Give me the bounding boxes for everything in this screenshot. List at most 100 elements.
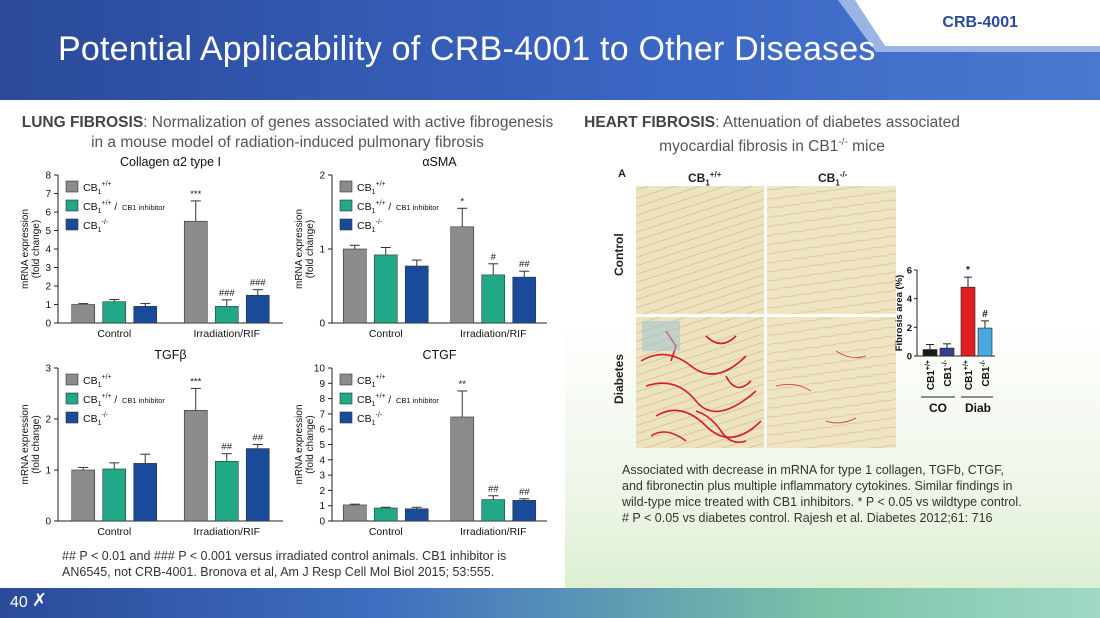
y-tick-label: 9 xyxy=(319,379,325,390)
y-tick-label: 6 xyxy=(319,425,325,436)
legend-label-sup: +/+ xyxy=(376,181,386,188)
y-tick-label: 2 xyxy=(907,323,912,334)
legend-label-sup: -/- xyxy=(376,219,383,226)
legend-label-text: CB xyxy=(83,394,98,406)
bar xyxy=(373,507,398,522)
y-tick-label: 8 xyxy=(45,171,51,182)
legend-label: CB1+/+ xyxy=(83,374,112,389)
bar xyxy=(922,349,938,357)
legend-label: CB1-/- xyxy=(357,219,383,234)
y-axis-label-line: mRNA expression xyxy=(294,404,305,484)
y-axis-label: mRNA expression(fold change) xyxy=(20,209,42,289)
significance-label: ### xyxy=(219,288,236,299)
footnote: ## P < 0.01 and ### P < 0.001 versus irr… xyxy=(62,549,507,579)
legend-label-sub: 1 xyxy=(98,227,102,234)
chart-asma: αSMA mRNA expression(fold change) 0 1 2 Contr… xyxy=(294,155,547,340)
y-tick-label: 6 xyxy=(907,266,912,277)
y-axis-label: mRNA expression(fold change) xyxy=(294,404,316,484)
page-title: Potential Applicability of CRB-4001 to O… xyxy=(58,30,876,68)
histology-col-label-wt: CB1+/+ xyxy=(688,170,722,188)
legend-label-text: CB xyxy=(83,182,98,194)
y-tick-label: 3 xyxy=(319,471,325,482)
bar xyxy=(450,416,475,522)
x-tick-label: Irradiation/RIF xyxy=(460,328,527,340)
y-axis-label-line: (fold change) xyxy=(31,415,42,473)
legend-label-note: CB1 inhibitor xyxy=(396,203,439,212)
legend-label-text: CB xyxy=(357,182,372,194)
header-tab xyxy=(855,0,1100,46)
legend-label-sub: 1 xyxy=(372,227,376,234)
legend-label-note: CB1 inhibitor xyxy=(122,203,165,212)
heart-heading: HEART FIBROSIS: Attenuation of diabetes … xyxy=(572,113,972,157)
bar xyxy=(133,463,158,522)
bar xyxy=(183,220,208,324)
y-tick-label: 1 xyxy=(45,466,51,477)
x-tick-label-text: CB1 xyxy=(926,370,937,390)
y-tick-label: 0 xyxy=(907,352,912,363)
y-tick-label: 5 xyxy=(45,226,51,237)
legend-label-text: CB xyxy=(357,394,372,406)
legend-label: CB1+/+ xyxy=(83,181,112,196)
legend-label: CB1+/+ / CB1 inhibitor xyxy=(357,393,439,408)
legend-label-text: / xyxy=(112,202,120,213)
bar xyxy=(214,306,239,324)
y-tick-label: 0 xyxy=(319,517,325,528)
legend-label-text: CB xyxy=(357,201,372,213)
x-tick-label: Irradiation/RIF xyxy=(460,526,527,538)
legend-label-sub: 1 xyxy=(372,208,376,215)
legend-label-text: CB xyxy=(357,375,372,387)
x-tick-label: Control xyxy=(97,526,131,538)
y-tick-label: 2 xyxy=(45,415,51,426)
bar xyxy=(245,294,270,324)
legend-swatch xyxy=(339,199,353,212)
legend-label-sup: -/- xyxy=(102,219,109,226)
legend-label-sub: 1 xyxy=(98,208,102,215)
y-tick-label: 8 xyxy=(319,394,325,405)
legend-label-sub: 1 xyxy=(372,382,376,389)
legend-label-sup: +/+ xyxy=(102,181,112,188)
legend-label-text: / xyxy=(112,395,120,406)
legend-label-sub: 1 xyxy=(98,189,102,196)
legend-label: CB1-/- xyxy=(83,219,109,234)
y-tick-label: 7 xyxy=(45,189,51,200)
legend-label-sup: +/+ xyxy=(376,393,386,400)
legend-label-note: CB1 inhibitor xyxy=(396,396,439,405)
legend-label-text: CB xyxy=(357,413,372,425)
histology-control-ko xyxy=(767,186,896,314)
legend-label-text: CB xyxy=(83,220,98,232)
legend-swatch xyxy=(339,392,353,405)
chart-title: CTGF xyxy=(422,348,456,362)
legend-label-text: CB xyxy=(83,201,98,213)
significance-label: * xyxy=(966,265,970,276)
x-tick-label: CB1+/+ xyxy=(925,360,937,390)
y-axis-label-line: (fold change) xyxy=(305,415,316,473)
y-tick-label: 2 xyxy=(319,486,325,497)
legend-swatch xyxy=(65,180,79,193)
legend-label: CB1+/+ xyxy=(357,374,386,389)
legend-label-sub: 1 xyxy=(98,382,102,389)
lung-heading-bold: LUNG FIBROSIS xyxy=(21,114,144,131)
y-tick-label: 3 xyxy=(45,364,51,375)
bar xyxy=(960,286,976,357)
chart-title: αSMA xyxy=(422,155,457,169)
legend-swatch xyxy=(65,373,79,386)
x-tick-label: CB1+/+ xyxy=(963,360,975,390)
legend-label: CB1+/+ / CB1 inhibitor xyxy=(357,200,439,215)
y-axis-label: mRNA expression(fold change) xyxy=(20,404,42,484)
legend-label-sup: +/+ xyxy=(376,374,386,381)
histology-row-label-diabetes: Diabetes xyxy=(612,353,626,404)
histology-col-label-ko: CB1-/- xyxy=(818,170,848,188)
x-tick-label-text: CB1 xyxy=(981,366,992,386)
legend-swatch xyxy=(65,218,79,231)
y-tick-label: 1 xyxy=(319,501,325,512)
y-tick-label: 0 xyxy=(319,319,325,330)
heart-heading-text: : Attenuation of diabetes associated myo… xyxy=(659,114,960,156)
histology-row-label-control: Control xyxy=(612,233,626,276)
x-tick-label: CB1-/- xyxy=(942,359,954,386)
legend-label-note: CB1 inhibitor xyxy=(122,396,165,405)
legend-label-sub: 1 xyxy=(372,401,376,408)
x-tick-label: Control xyxy=(369,328,403,340)
legend-label: CB1+/+ / CB1 inhibitor xyxy=(83,393,165,408)
legend-label-sup: -/- xyxy=(376,412,383,419)
legend-swatch xyxy=(339,373,353,386)
